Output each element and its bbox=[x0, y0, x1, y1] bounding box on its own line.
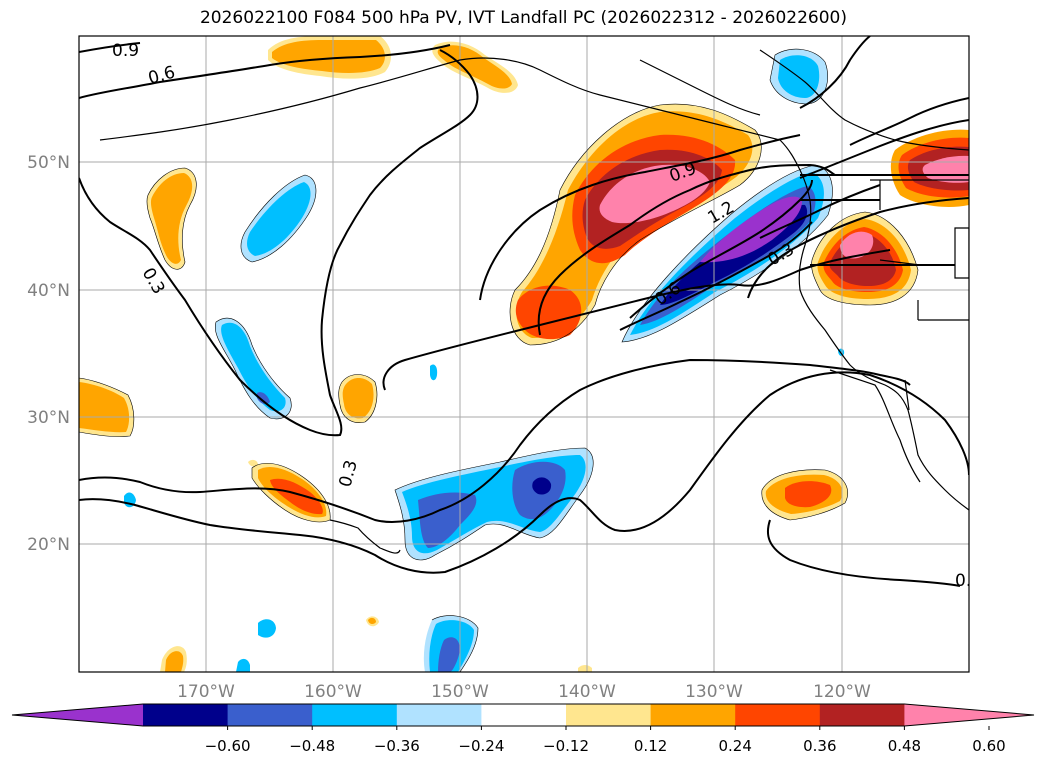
colorbar-tick-label: 0.12 bbox=[634, 737, 667, 755]
positive-pv-fields bbox=[79, 36, 969, 672]
colorbar-tick-label: −0.60 bbox=[205, 737, 251, 755]
colorbar-segment bbox=[819, 704, 905, 726]
colorbar-tick-label: 0.48 bbox=[888, 737, 921, 755]
pc-contours bbox=[79, 36, 969, 587]
colorbar-segment bbox=[650, 704, 736, 726]
colorbar-segment bbox=[227, 704, 313, 726]
map-title: 2026022100 F084 500 hPa PV, IVT Landfall… bbox=[199, 8, 847, 28]
colorbar-tick-label: 0.36 bbox=[803, 737, 836, 755]
colorbar-tick-label: 0.24 bbox=[718, 737, 751, 755]
colorbar-segment bbox=[735, 704, 821, 726]
lat-label: 20°N bbox=[27, 535, 70, 555]
lon-label: 150°W bbox=[431, 682, 489, 702]
colorbar-tick-label: 0.60 bbox=[972, 737, 1005, 755]
shading-outlines bbox=[79, 48, 919, 672]
map-frame bbox=[78, 35, 970, 673]
colorbar-segment bbox=[143, 704, 229, 726]
lon-labels: 170°W 160°W 150°W 140°W 130°W 120°W bbox=[177, 682, 871, 702]
lon-label: 140°W bbox=[558, 682, 616, 702]
contour-label: 0.9 bbox=[112, 41, 139, 61]
lat-label: 50°N bbox=[27, 153, 70, 173]
colorbar-tick-label: −0.12 bbox=[543, 737, 589, 755]
colorbar-segment bbox=[396, 704, 482, 726]
lon-label: 120°W bbox=[813, 682, 871, 702]
colorbar: −0.60 −0.48 −0.36 −0.24 −0.12 0.12 0.24 0.36 0.4… bbox=[11, 703, 1035, 755]
map-plot-area: 0.9 0.6 0.3 0.3 0.9 1.2 0.6 0.3 0. bbox=[79, 36, 971, 672]
colorbar-segment bbox=[566, 704, 652, 726]
colorbar-segment bbox=[312, 704, 398, 726]
colorbar-tick-label: −0.36 bbox=[374, 737, 420, 755]
contour-label: 0.6 bbox=[146, 63, 177, 89]
graticule bbox=[79, 36, 969, 672]
colorbar-tick-label: −0.48 bbox=[289, 737, 335, 755]
lon-label: 130°W bbox=[685, 682, 743, 702]
colorbar-extend-low bbox=[12, 704, 143, 726]
lon-label: 170°W bbox=[177, 682, 235, 702]
lat-labels: 50°N 40°N 30°N 20°N bbox=[27, 153, 70, 555]
lon-label: 160°W bbox=[304, 682, 362, 702]
contour-label: 0. bbox=[955, 571, 971, 591]
coastlines bbox=[99, 49, 969, 554]
colorbar-tick-label: −0.24 bbox=[458, 737, 504, 755]
colorbar-segment bbox=[481, 704, 567, 726]
colorbar-extend-high bbox=[904, 704, 1034, 726]
contour-label: 0.3 bbox=[336, 458, 362, 489]
lat-label: 40°N bbox=[27, 281, 70, 301]
lat-label: 30°N bbox=[27, 408, 70, 428]
